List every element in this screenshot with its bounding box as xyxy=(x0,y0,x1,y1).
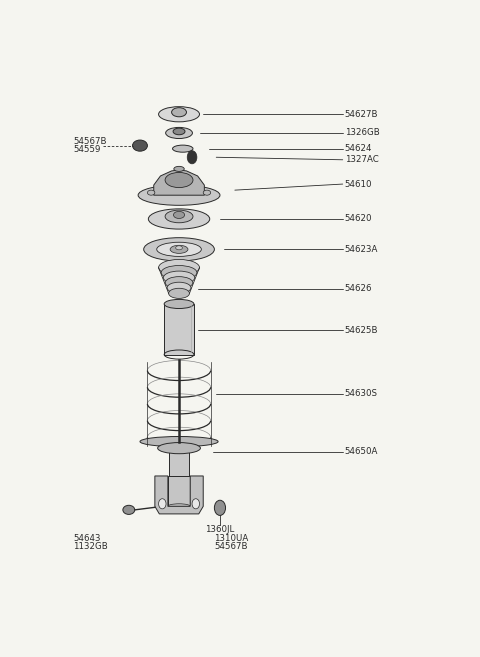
Ellipse shape xyxy=(203,190,211,195)
Text: 1310UA: 1310UA xyxy=(215,533,249,543)
Bar xyxy=(164,304,194,355)
Ellipse shape xyxy=(172,108,186,117)
Text: 1132GB: 1132GB xyxy=(73,542,108,551)
Ellipse shape xyxy=(123,505,135,514)
Ellipse shape xyxy=(173,128,185,135)
Ellipse shape xyxy=(157,242,202,256)
Text: 54567B: 54567B xyxy=(215,542,248,551)
Ellipse shape xyxy=(165,277,193,289)
Ellipse shape xyxy=(168,288,190,298)
Text: 54567B: 54567B xyxy=(73,137,107,146)
Ellipse shape xyxy=(172,145,193,152)
Text: 1327AC: 1327AC xyxy=(345,155,378,164)
Text: 54626: 54626 xyxy=(345,284,372,293)
Polygon shape xyxy=(155,476,203,514)
Ellipse shape xyxy=(132,140,147,151)
Ellipse shape xyxy=(167,283,191,293)
Ellipse shape xyxy=(168,504,190,509)
Text: 54643: 54643 xyxy=(73,533,100,543)
Ellipse shape xyxy=(173,212,185,219)
Text: 54625B: 54625B xyxy=(345,326,378,335)
Text: 54650A: 54650A xyxy=(345,447,378,456)
Ellipse shape xyxy=(174,166,184,171)
Text: 54559: 54559 xyxy=(73,145,100,154)
Ellipse shape xyxy=(176,246,182,250)
Ellipse shape xyxy=(166,127,192,139)
Ellipse shape xyxy=(165,210,193,223)
Text: 54624: 54624 xyxy=(345,144,372,153)
Ellipse shape xyxy=(148,209,210,229)
Ellipse shape xyxy=(147,190,155,195)
Ellipse shape xyxy=(140,436,218,447)
Text: 54610: 54610 xyxy=(345,179,372,189)
Ellipse shape xyxy=(158,106,200,122)
Circle shape xyxy=(192,499,200,509)
Bar xyxy=(168,476,190,507)
Text: 54620: 54620 xyxy=(345,214,372,223)
Ellipse shape xyxy=(164,300,194,309)
Ellipse shape xyxy=(138,185,220,205)
Circle shape xyxy=(215,500,226,516)
Ellipse shape xyxy=(144,238,215,261)
Ellipse shape xyxy=(170,245,188,254)
Text: 54623A: 54623A xyxy=(345,245,378,254)
Ellipse shape xyxy=(157,443,201,454)
Text: 54630S: 54630S xyxy=(345,389,378,398)
Text: 54627B: 54627B xyxy=(345,110,378,119)
Ellipse shape xyxy=(169,443,189,448)
Circle shape xyxy=(187,150,197,164)
Ellipse shape xyxy=(165,172,193,188)
Ellipse shape xyxy=(158,260,200,276)
Ellipse shape xyxy=(161,265,197,280)
Text: 1326GB: 1326GB xyxy=(345,129,379,137)
Circle shape xyxy=(158,499,166,509)
Polygon shape xyxy=(154,170,204,195)
Bar xyxy=(169,445,189,476)
Ellipse shape xyxy=(163,271,195,284)
Text: 1360JL: 1360JL xyxy=(205,524,234,533)
